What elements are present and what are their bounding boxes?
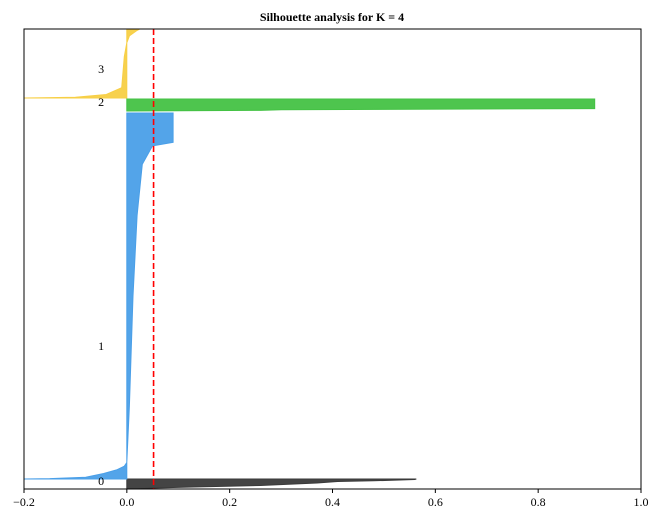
silhouette-area-cluster-0 bbox=[126, 478, 417, 490]
x-tick-label: 0.4 bbox=[325, 495, 340, 509]
silhouette-area-cluster-3 bbox=[23, 28, 140, 99]
silhouette-area-cluster-2 bbox=[126, 98, 596, 112]
x-tick-label: −0.2 bbox=[13, 495, 35, 509]
x-tick-label: 0.8 bbox=[531, 495, 546, 509]
x-tick-label: 0.6 bbox=[428, 495, 443, 509]
cluster-label-2: 2 bbox=[98, 95, 104, 109]
x-tick-label: 0.2 bbox=[222, 495, 237, 509]
cluster-labels: 0 1 2 3 bbox=[98, 62, 104, 488]
x-tick-label: 0.0 bbox=[119, 495, 134, 509]
cluster-label-1: 1 bbox=[98, 339, 104, 353]
cluster-label-0: 0 bbox=[98, 474, 104, 488]
x-tick-label: 1.0 bbox=[634, 495, 649, 509]
cluster-label-3: 3 bbox=[98, 62, 104, 76]
x-axis-ticks: −0.2 0.0 0.2 0.4 0.6 0.8 1.0 bbox=[13, 489, 649, 509]
silhouette-areas bbox=[23, 28, 596, 490]
chart-title: Silhouette analysis for K = 4 bbox=[260, 10, 404, 24]
silhouette-area-cluster-1 bbox=[23, 112, 174, 480]
